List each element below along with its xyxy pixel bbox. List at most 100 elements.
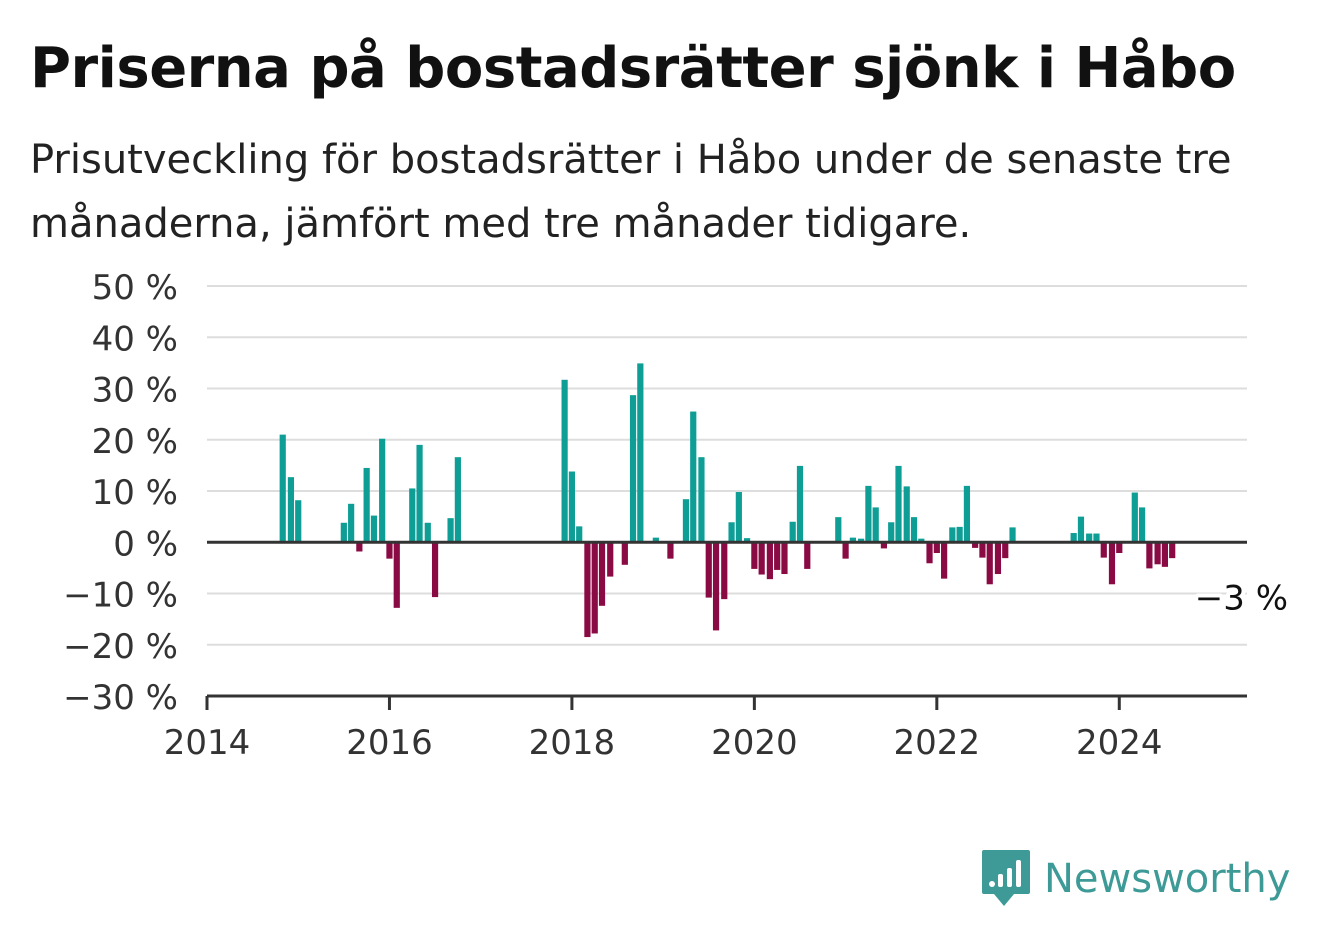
bar <box>1100 542 1107 558</box>
bar <box>698 457 705 543</box>
bar <box>735 492 742 543</box>
bar <box>667 542 674 559</box>
bar <box>880 542 888 549</box>
bar <box>682 499 690 543</box>
bar <box>1138 507 1146 543</box>
bar <box>835 517 842 543</box>
y-tick-label: −30 % <box>63 678 178 718</box>
bar <box>409 488 416 543</box>
bar <box>424 522 431 543</box>
bar <box>591 542 598 634</box>
bar <box>933 542 940 554</box>
bar <box>363 467 370 543</box>
bar <box>629 395 637 543</box>
bar <box>705 542 712 598</box>
bar <box>576 526 583 543</box>
bar <box>963 485 971 543</box>
bar <box>1086 533 1093 543</box>
bar <box>348 503 355 543</box>
bar <box>386 542 393 559</box>
newsworthy-logo-icon <box>982 850 1030 906</box>
x-tick-label: 2024 <box>1076 723 1163 763</box>
bar <box>743 538 751 543</box>
bar <box>903 486 910 543</box>
bar <box>1154 542 1161 565</box>
bar <box>295 500 302 543</box>
bar <box>910 517 918 543</box>
bar <box>949 527 956 543</box>
bar <box>766 542 773 580</box>
bar <box>712 542 720 631</box>
bar <box>652 537 659 543</box>
y-tick-label: 50 % <box>92 268 178 308</box>
bar <box>926 542 933 564</box>
bar <box>598 542 606 606</box>
x-tick-label: 2014 <box>164 723 251 763</box>
y-tick-label: 0 % <box>113 524 178 564</box>
bar <box>849 537 856 543</box>
bar <box>279 434 286 543</box>
x-tick-label: 2018 <box>529 723 616 763</box>
bar <box>1077 516 1085 543</box>
bar <box>584 542 591 638</box>
bar <box>918 538 925 543</box>
bar <box>287 477 295 543</box>
brand: Newsworthy <box>980 848 1290 910</box>
y-tick-label: 40 % <box>92 319 178 359</box>
bar <box>842 542 849 559</box>
bar <box>1093 533 1100 543</box>
bar <box>1169 542 1176 559</box>
y-tick-label: −10 % <box>63 576 178 616</box>
bar <box>865 485 872 543</box>
chart-subtitle: Prisutveckling för bostadsrätter i Håbo … <box>30 137 1232 247</box>
y-tick-label: −20 % <box>63 627 178 667</box>
bar <box>804 542 811 569</box>
bar <box>888 522 895 543</box>
bar <box>568 471 576 543</box>
bar <box>872 507 879 543</box>
bar <box>637 363 644 543</box>
chart-title: Priserna på bostadsrätter sjönk i Håbo <box>30 36 1236 101</box>
x-tick-label: 2020 <box>711 723 798 763</box>
bar <box>1002 542 1009 559</box>
bar <box>1161 542 1168 567</box>
bar <box>690 411 697 543</box>
bar <box>858 538 865 543</box>
bar <box>431 542 439 598</box>
y-tick-label: 20 % <box>92 422 178 462</box>
bar-chart: 50 % 40 % 30 % 20 % 10 % 0 % −10 % −20 % −30 % 20… <box>63 268 1289 763</box>
x-tick-label: 2022 <box>894 723 981 763</box>
bar <box>986 542 993 585</box>
bar <box>379 438 386 543</box>
y-tick-label: 30 % <box>92 371 178 411</box>
bar <box>758 542 765 575</box>
bar <box>895 465 902 543</box>
bar <box>607 542 614 577</box>
bar <box>789 521 796 543</box>
bar <box>781 542 788 575</box>
bar <box>561 379 568 543</box>
bar <box>941 542 948 579</box>
bar <box>994 542 1002 575</box>
bar <box>972 542 979 548</box>
bar <box>416 444 423 543</box>
bar <box>956 526 963 543</box>
bar <box>1116 542 1123 554</box>
bar <box>454 457 461 543</box>
annotation-label: −3 % <box>1195 579 1288 619</box>
bar <box>340 522 347 543</box>
bar <box>774 542 781 570</box>
bar <box>356 542 363 552</box>
brand-name: Newsworthy <box>1044 856 1291 902</box>
bar <box>751 542 758 569</box>
bar <box>393 542 400 608</box>
y-tick-label: 10 % <box>92 473 178 513</box>
bar <box>1146 542 1153 569</box>
bar <box>1070 533 1077 543</box>
bar <box>728 522 735 543</box>
bar <box>1009 527 1016 543</box>
bar <box>796 465 804 543</box>
bar <box>979 542 986 558</box>
x-tick-label: 2016 <box>346 723 433 763</box>
bar <box>621 542 628 565</box>
